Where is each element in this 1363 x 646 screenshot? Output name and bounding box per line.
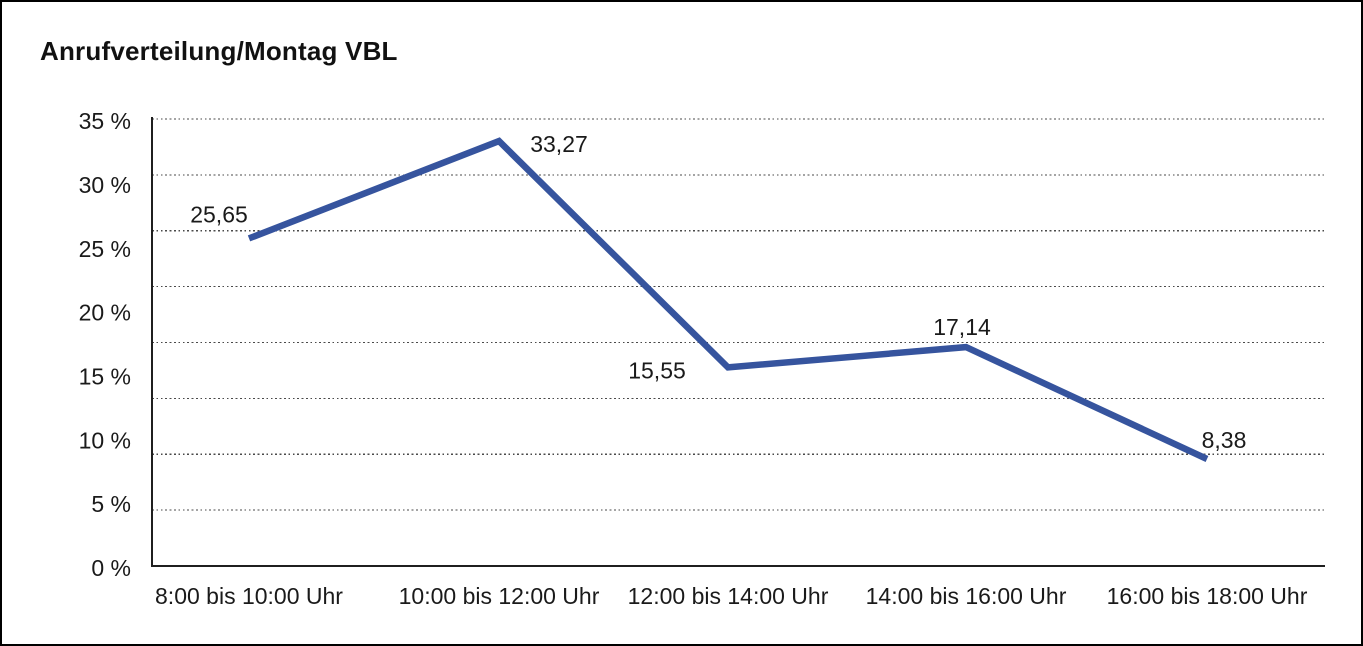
y-tick-label: 5 % bbox=[91, 491, 131, 517]
y-tick-label: 0 % bbox=[91, 555, 131, 581]
x-category-label: 10:00 bis 12:00 Uhr bbox=[399, 583, 600, 609]
data-point-label: 25,65 bbox=[190, 201, 248, 227]
x-category-label: 12:00 bis 14:00 Uhr bbox=[628, 583, 829, 609]
x-category-label: 16:00 bis 18:00 Uhr bbox=[1107, 583, 1308, 609]
data-point-label: 17,14 bbox=[933, 314, 991, 340]
data-point-label: 33,27 bbox=[530, 131, 588, 157]
x-category-label: 8:00 bis 10:00 Uhr bbox=[155, 583, 343, 609]
y-tick-label: 30 % bbox=[79, 172, 131, 198]
y-tick-label: 15 % bbox=[79, 363, 131, 389]
data-point-label: 8,38 bbox=[1202, 427, 1247, 453]
data-point-label: 15,55 bbox=[628, 357, 686, 383]
y-tick-label: 25 % bbox=[79, 236, 131, 262]
series-line bbox=[247, 137, 1209, 462]
y-tick-label: 35 % bbox=[79, 108, 131, 134]
y-tick-label: 20 % bbox=[79, 300, 131, 326]
chart-title: Anrufverteilung/Montag VBL bbox=[40, 36, 398, 66]
x-category-label: 14:00 bis 16:00 Uhr bbox=[866, 583, 1067, 609]
y-tick-label: 10 % bbox=[79, 427, 131, 453]
